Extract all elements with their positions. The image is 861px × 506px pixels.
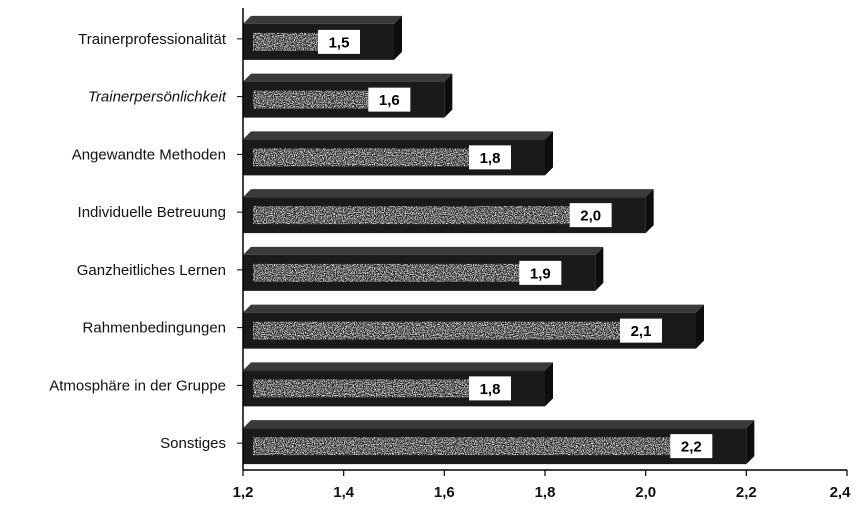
bar-6: 2,1 [243,304,704,349]
bar-top-face [243,15,402,24]
category-label: Ganzheitliches Lernen [77,262,226,279]
bar-side-face [394,15,402,60]
value-label-box [670,434,713,459]
bar-texture [253,437,677,456]
bar-side-face [645,189,654,234]
value-label-box [469,376,511,401]
bar-7: 1,8 [243,362,553,407]
x-tick-label: 1,4 [333,484,355,501]
bar-side-face [444,73,453,118]
bar-8: 2,2 [243,420,755,465]
bar-side-face [545,131,553,176]
value-label-box [519,260,562,285]
value-label: 2,1 [631,323,652,340]
bar-top-face [243,420,755,429]
value-label-box [469,145,511,170]
x-tick-label: 1,2 [233,484,254,501]
bar-top-face [243,304,704,313]
value-label: 2,0 [580,208,601,225]
value-label: 2,2 [681,439,702,456]
bar-top-face [243,73,453,82]
bars-group: 1,5 1,6 1,8 2,0 1,9 2,1 1,8 2,2 [243,15,755,465]
value-label-box [620,318,662,343]
bar-texture [253,379,475,398]
bar-side-face [595,246,604,291]
value-label: 1,5 [329,34,350,51]
bar-2: 1,6 [243,73,453,118]
bar-texture [253,263,526,282]
category-labels: Trainerprofessionalität Trainerpersönlich… [49,31,227,452]
category-label: Trainerpersönlichkeit [88,89,227,106]
bar-texture [253,32,324,51]
value-label: 1,8 [480,381,501,398]
bar-texture [253,321,626,340]
category-label: Rahmenbedingungen [83,320,226,337]
value-label-box [569,203,612,228]
bar-1: 1,5 [243,15,402,60]
category-label: Atmosphäre in der Gruppe [49,377,226,394]
x-axis: 1,2 1,4 1,6 1,8 2,0 2,2 2,4 [233,8,852,501]
bar-side-face [545,362,553,407]
x-tick-label: 2,0 [635,484,656,501]
category-label: Sonstiges [160,435,226,452]
bar-texture [253,148,475,167]
bar-4: 2,0 [243,189,654,234]
x-tick-label: 1,6 [434,484,455,501]
x-tick-label: 1,8 [535,484,556,501]
bar-texture [253,90,375,109]
category-label: Trainerprofessionalität [78,31,227,48]
x-tick-label: 2,4 [830,484,852,501]
category-label: Individuelle Betreuung [78,204,226,221]
bar-side-face [746,420,755,465]
value-label: 1,9 [530,265,551,282]
bar-3: 1,8 [243,131,553,176]
bar-5: 1,9 [243,246,604,291]
value-label-box [318,29,360,54]
category-label: Angewandte Methoden [72,146,226,163]
bar-side-face [696,304,704,349]
bar-top-face [243,189,654,198]
x-tick-label: 2,2 [736,484,757,501]
bar-top-face [243,362,553,371]
bar-top-face [243,131,553,140]
value-label: 1,6 [379,92,400,109]
value-label-box [368,87,411,112]
value-label: 1,8 [480,150,501,167]
bar-top-face [243,246,604,255]
bar-texture [253,206,576,225]
